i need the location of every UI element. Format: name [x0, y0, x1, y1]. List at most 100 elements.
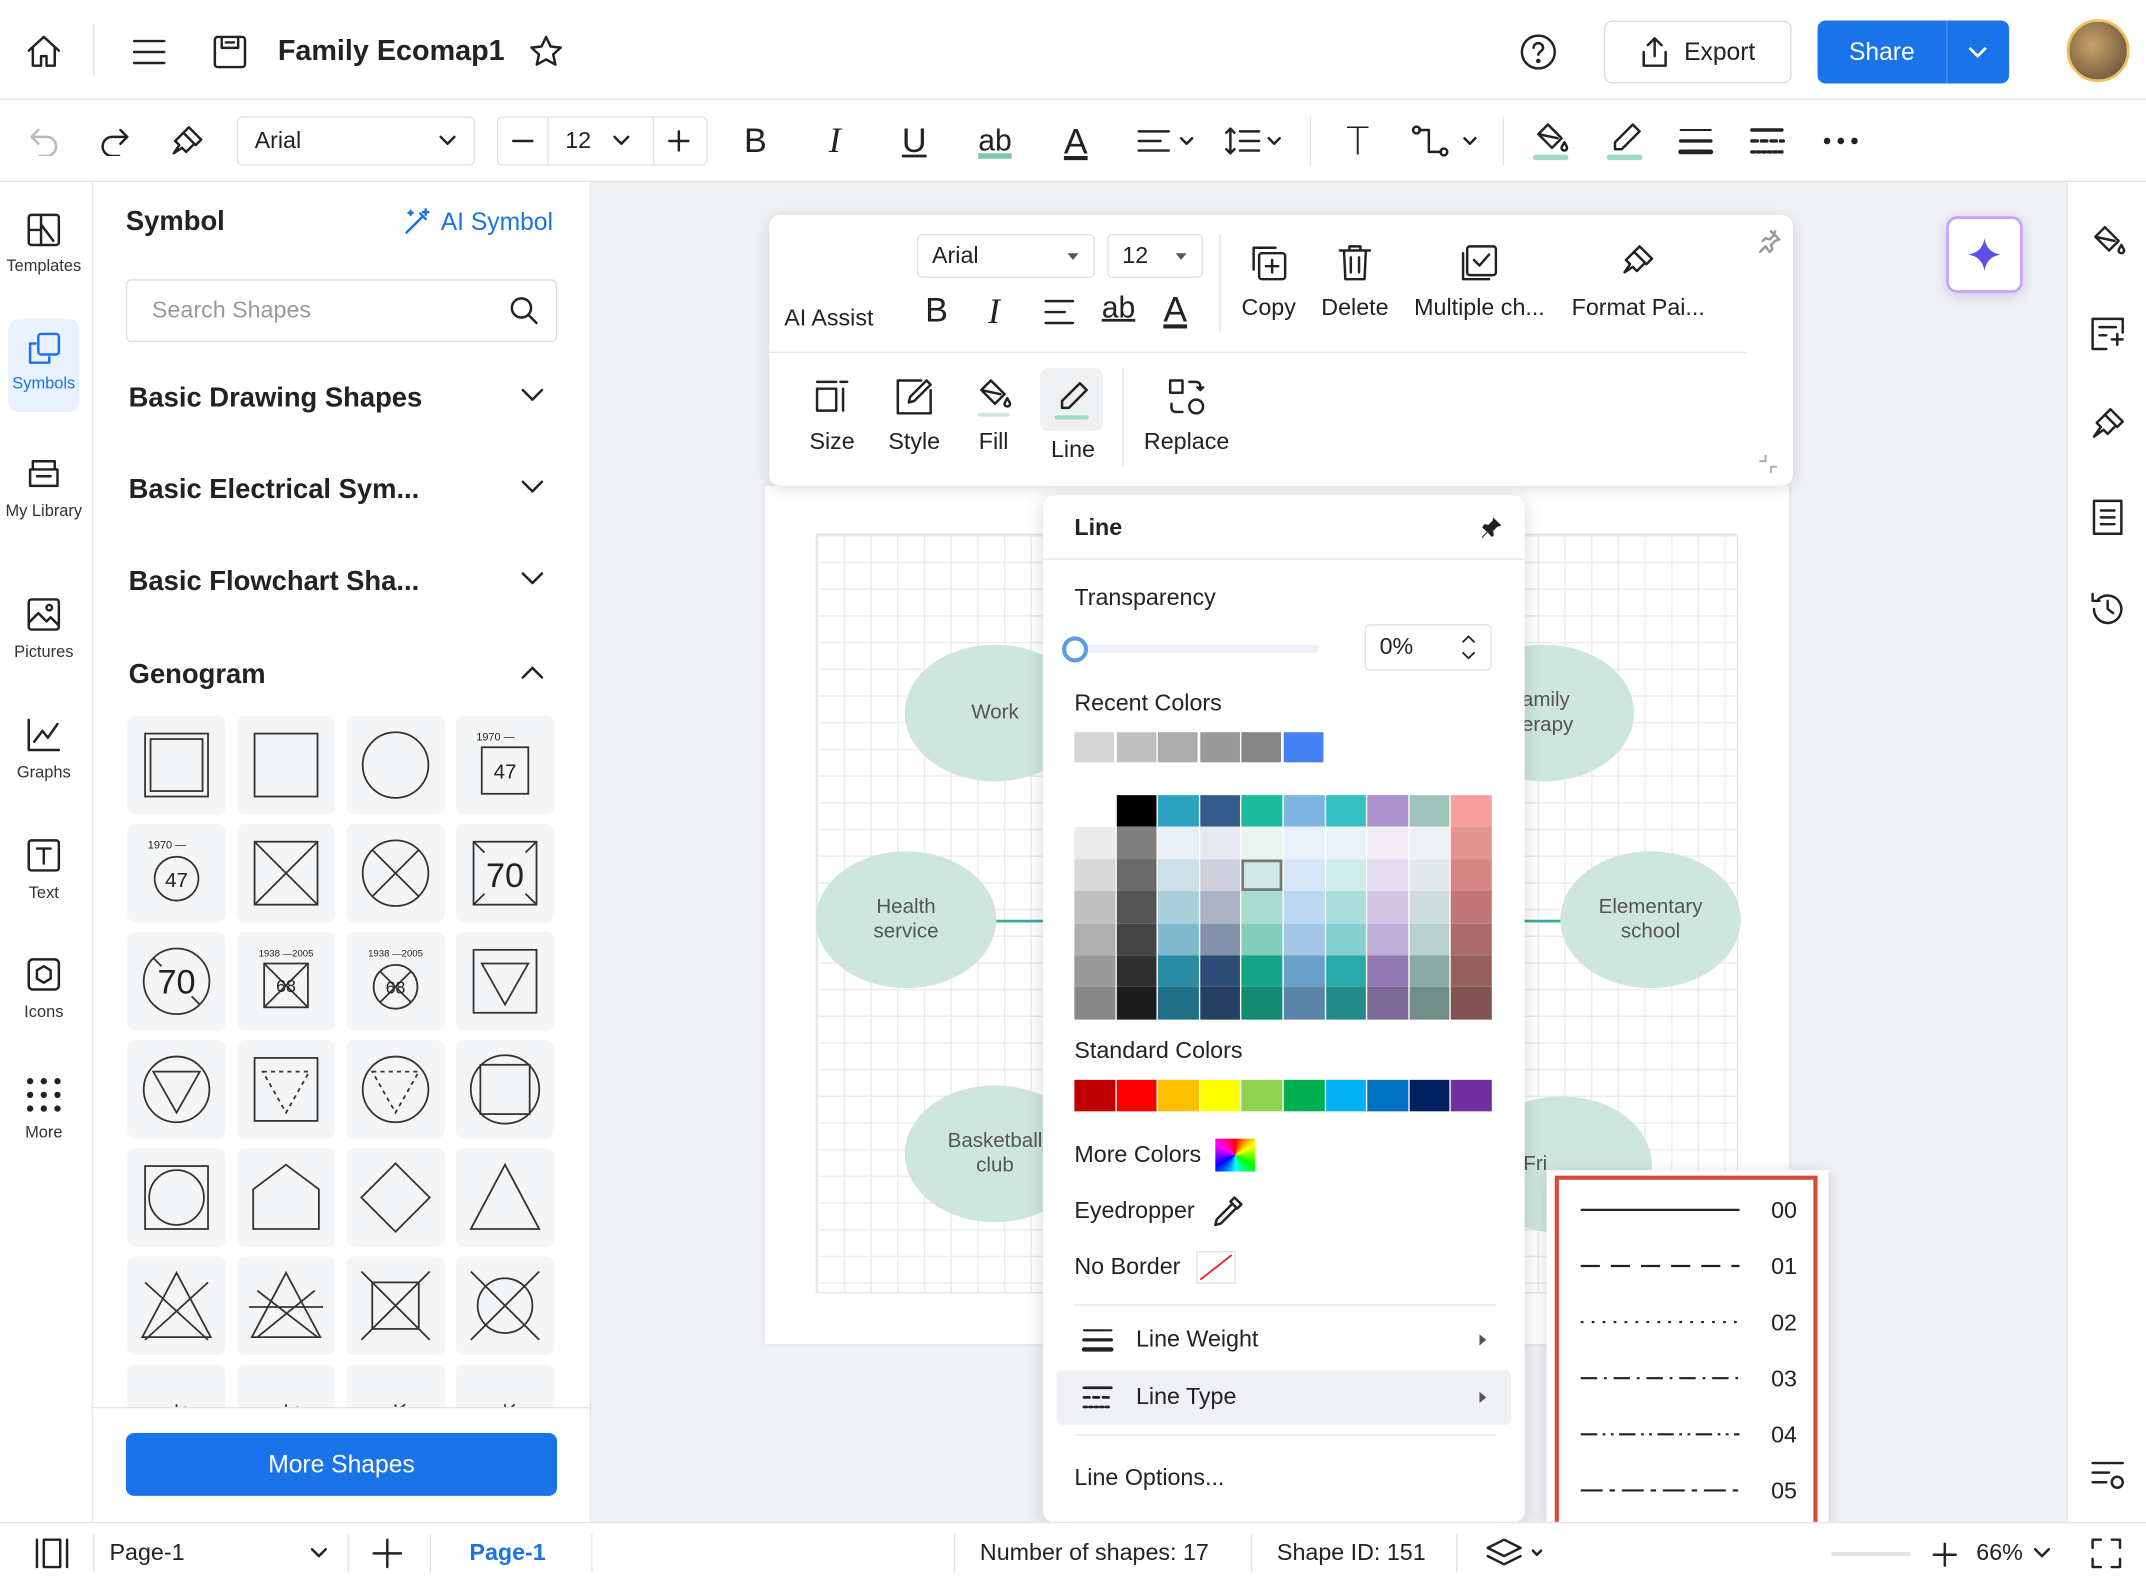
- category-basic-flowchart[interactable]: Basic Flowchart Sha...: [129, 567, 551, 598]
- theme-color-swatch[interactable]: [1283, 987, 1325, 1020]
- genogram-shape-triangle[interactable]: [455, 1148, 555, 1247]
- theme-color-swatch[interactable]: [1241, 827, 1283, 860]
- theme-color-swatch[interactable]: [1283, 923, 1325, 956]
- theme-color-swatch[interactable]: [1200, 955, 1241, 988]
- copy-button[interactable]: Copy: [1234, 242, 1302, 321]
- standard-color-swatch[interactable]: [1241, 1079, 1283, 1112]
- float-text-color-button[interactable]: A: [1163, 288, 1188, 330]
- theme-color-swatch[interactable]: [1116, 827, 1157, 860]
- recent-color-swatch[interactable]: [1116, 732, 1156, 763]
- theme-color-swatch[interactable]: [1116, 987, 1157, 1020]
- align-icon[interactable]: [1133, 100, 1199, 182]
- theme-color-swatch[interactable]: [1451, 859, 1492, 892]
- theme-color-swatch[interactable]: [1325, 827, 1367, 860]
- zoom-in-icon[interactable]: [1930, 1540, 1960, 1570]
- question-circle-icon[interactable]: [1519, 33, 1557, 71]
- standard-color-swatch[interactable]: [1200, 1079, 1241, 1112]
- standard-color-swatch[interactable]: [1451, 1079, 1492, 1112]
- theme-color-swatch[interactable]: [1283, 891, 1325, 924]
- format-painter-button[interactable]: Format Pai...: [1563, 242, 1714, 321]
- theme-color-swatch[interactable]: [1283, 827, 1325, 860]
- theme-color-swatch[interactable]: [1158, 923, 1199, 956]
- line-type-menu-item[interactable]: Line Type: [1056, 1369, 1511, 1425]
- home-icon[interactable]: [25, 33, 63, 71]
- eyedropper-button[interactable]: Eyedropper: [1074, 1195, 1244, 1228]
- rail-templates[interactable]: Templates: [0, 212, 88, 275]
- star-icon[interactable]: [528, 34, 564, 70]
- line-weight-menu-item[interactable]: Line Weight: [1057, 1314, 1511, 1366]
- line-type-option[interactable]: 00: [1578, 1191, 1797, 1232]
- more-icon[interactable]: [1818, 100, 1865, 182]
- theme-color-swatch[interactable]: [1451, 891, 1492, 924]
- size-button[interactable]: Size: [802, 376, 862, 455]
- theme-color-swatch[interactable]: [1116, 891, 1157, 924]
- page-select[interactable]: Page-1: [109, 1523, 328, 1580]
- theme-color-swatch[interactable]: [1158, 987, 1199, 1020]
- export-button[interactable]: Export: [1604, 20, 1792, 84]
- bold-button[interactable]: B: [744, 121, 767, 160]
- recent-color-swatch[interactable]: [1283, 732, 1323, 763]
- genogram-shape-square-age-47[interactable]: 1970 — 47: [455, 715, 555, 815]
- genogram-shape-square-age-70[interactable]: 70: [455, 823, 555, 923]
- fill-panel-icon[interactable]: [2089, 223, 2127, 264]
- theme-color-swatch[interactable]: [1367, 955, 1408, 988]
- theme-color-swatch[interactable]: [1451, 923, 1492, 956]
- theme-color-swatch[interactable]: [1409, 827, 1450, 860]
- genogram-shape-diamond[interactable]: [346, 1148, 445, 1247]
- theme-color-swatch[interactable]: [1283, 955, 1325, 988]
- fullscreen-icon[interactable]: [2090, 1537, 2123, 1570]
- share-button[interactable]: Share: [1817, 20, 2010, 84]
- layers-icon[interactable]: [1484, 1534, 1544, 1572]
- underline-button[interactable]: U: [901, 121, 927, 160]
- float-italic-button[interactable]: I: [988, 291, 1001, 332]
- replace-button[interactable]: Replace: [1136, 376, 1237, 455]
- share-dropdown-icon[interactable]: [1948, 38, 2010, 65]
- genogram-shape-triangle-in-circle[interactable]: [127, 1040, 226, 1139]
- theme-color-swatch[interactable]: [1200, 987, 1241, 1020]
- rail-text[interactable]: Text: [0, 836, 88, 902]
- genogram-shape-triangle-cross[interactable]: [236, 1256, 336, 1355]
- rail-icons[interactable]: Icons: [0, 955, 88, 1021]
- theme-color-swatch[interactable]: [1367, 827, 1408, 860]
- rail-graphs[interactable]: Graphs: [0, 716, 88, 781]
- category-genogram[interactable]: Genogram: [129, 660, 551, 691]
- recent-color-swatch[interactable]: [1157, 732, 1198, 763]
- line-color-icon[interactable]: [1601, 100, 1648, 182]
- theme-color-swatch[interactable]: [1325, 891, 1367, 924]
- collapse-icon[interactable]: [1757, 453, 1779, 475]
- float-size-select[interactable]: 12: [1107, 234, 1204, 278]
- line-type-option[interactable]: 01: [1578, 1247, 1797, 1288]
- text-color-button[interactable]: A: [1063, 119, 1088, 161]
- search-input[interactable]: Search Shapes: [125, 279, 558, 343]
- format-painter-icon[interactable]: [164, 100, 211, 182]
- theme-color-swatch[interactable]: [1074, 955, 1115, 988]
- genogram-shape-figure-3[interactable]: [346, 1364, 445, 1407]
- float-bold-button[interactable]: B: [925, 291, 949, 330]
- pin-icon[interactable]: [1481, 516, 1503, 538]
- line-type-option[interactable]: 04: [1578, 1415, 1797, 1456]
- theme-color-swatch[interactable]: [1200, 859, 1241, 892]
- undo-icon[interactable]: [22, 100, 66, 182]
- transparency-input[interactable]: 0%: [1364, 624, 1492, 671]
- line-type-option[interactable]: 03: [1578, 1359, 1797, 1400]
- line-type-icon[interactable]: [1744, 100, 1791, 182]
- theme-color-swatch[interactable]: [1367, 891, 1408, 924]
- slider-thumb[interactable]: [1062, 636, 1089, 663]
- zoom-select[interactable]: 66%: [1976, 1523, 2051, 1580]
- theme-color-swatch[interactable]: [1158, 859, 1199, 892]
- minus-icon[interactable]: [498, 116, 547, 165]
- add-page-icon[interactable]: [370, 1537, 406, 1570]
- theme-color-swatch[interactable]: [1116, 859, 1157, 892]
- genogram-shape-square[interactable]: [236, 715, 336, 815]
- genogram-shape-square-deceased-68[interactable]: 1938 —2005 68: [236, 932, 336, 1031]
- theme-color-swatch[interactable]: [1074, 923, 1115, 956]
- redo-icon[interactable]: [93, 100, 137, 182]
- theme-color-swatch[interactable]: [1283, 795, 1325, 828]
- theme-color-swatch[interactable]: [1325, 859, 1367, 892]
- history-icon[interactable]: [2089, 590, 2127, 628]
- connector-line[interactable]: [1515, 919, 1570, 923]
- theme-color-swatch[interactable]: [1325, 955, 1367, 988]
- italic-button[interactable]: I: [828, 120, 841, 161]
- line-options-button[interactable]: Line Options...: [1074, 1464, 1225, 1491]
- recent-color-swatch[interactable]: [1199, 732, 1240, 763]
